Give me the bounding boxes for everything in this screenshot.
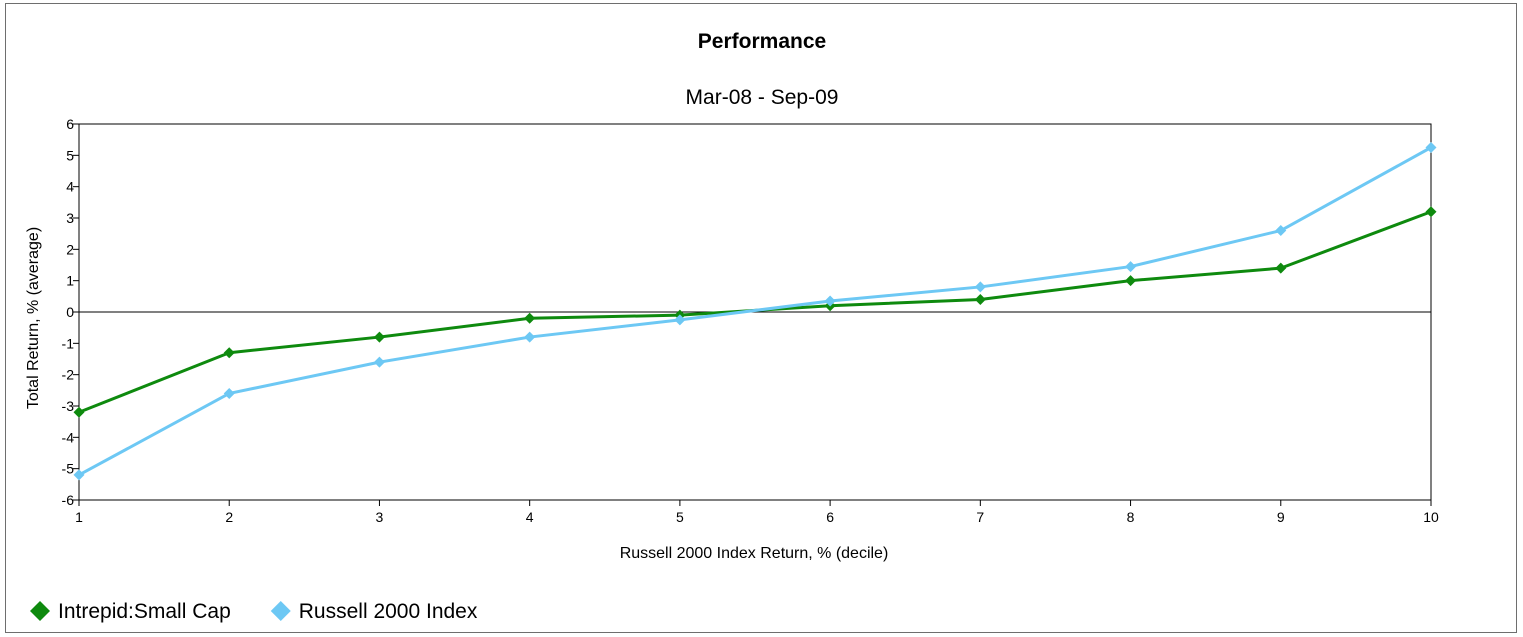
x-tick-label: 6: [826, 509, 834, 525]
data-point: [1275, 225, 1287, 237]
y-tick-label: -3: [62, 398, 75, 414]
legend-item-2: Russell 2000 Index: [270, 600, 478, 623]
x-axis-label: Russell 2000 Index Return, % (decile): [620, 545, 889, 562]
y-tick-label: -6: [62, 492, 75, 508]
chart-frame: [5, 3, 1517, 633]
series-2: [73, 142, 1437, 481]
legend-marker: [270, 601, 291, 621]
data-point: [824, 295, 836, 307]
x-tick-label: 4: [526, 509, 534, 525]
x-axis-ticks: 1 2 3 4 5 6 7 8 9 10: [75, 500, 1439, 525]
chart-title: Performance: [698, 30, 826, 53]
y-tick-label: -1: [62, 335, 75, 351]
series-layer: [73, 142, 1437, 481]
data-point: [1275, 262, 1287, 274]
data-point: [223, 347, 235, 359]
data-point: [73, 406, 85, 418]
x-tick-label: 8: [1127, 509, 1135, 525]
y-tick-label: 3: [66, 210, 74, 226]
data-point: [373, 356, 385, 368]
y-tick-label: -5: [62, 461, 75, 477]
data-point: [1125, 261, 1137, 273]
y-tick-label: 1: [66, 273, 74, 289]
y-tick-label: 2: [66, 241, 74, 257]
x-tick-label: 1: [75, 509, 83, 525]
data-point: [73, 469, 85, 481]
y-axis-label: Total Return, % (average): [25, 227, 42, 409]
data-point: [974, 281, 986, 293]
y-axis-ticks: 6 5 4 3 2 1 0 -1 -2 -3 -4 -5 -6: [62, 116, 79, 508]
data-point: [974, 293, 986, 305]
data-point: [1125, 275, 1137, 287]
y-tick-label: 5: [66, 147, 74, 163]
x-tick-label: 9: [1277, 509, 1285, 525]
x-tick-label: 7: [976, 509, 984, 525]
x-tick-label: 3: [376, 509, 384, 525]
data-point: [524, 312, 536, 324]
y-tick-label: -2: [62, 367, 75, 383]
series-line: [78, 146, 1432, 477]
y-tick-label: 6: [66, 116, 74, 132]
data-point: [1425, 206, 1437, 218]
legend-label: Intrepid:Small Cap: [58, 600, 231, 623]
legend-label: Russell 2000 Index: [299, 600, 478, 623]
legend-item-1: Intrepid:Small Cap: [30, 600, 231, 623]
y-tick-label: 0: [66, 304, 74, 320]
data-point: [1425, 142, 1437, 153]
plot-area: [78, 123, 1432, 501]
x-tick-label: 2: [225, 509, 233, 525]
data-point: [674, 314, 686, 326]
x-tick-label: 5: [676, 509, 684, 525]
data-point: [223, 387, 235, 399]
legend: Intrepid:Small Cap Russell 2000 Index: [30, 600, 478, 623]
data-point: [524, 331, 536, 343]
y-tick-label: -4: [62, 429, 75, 445]
data-point: [373, 331, 385, 343]
legend-marker: [30, 601, 50, 621]
chart-subtitle: Mar-08 - Sep-09: [686, 86, 839, 109]
y-tick-label: 4: [66, 179, 74, 195]
x-tick-label: 10: [1423, 509, 1439, 525]
